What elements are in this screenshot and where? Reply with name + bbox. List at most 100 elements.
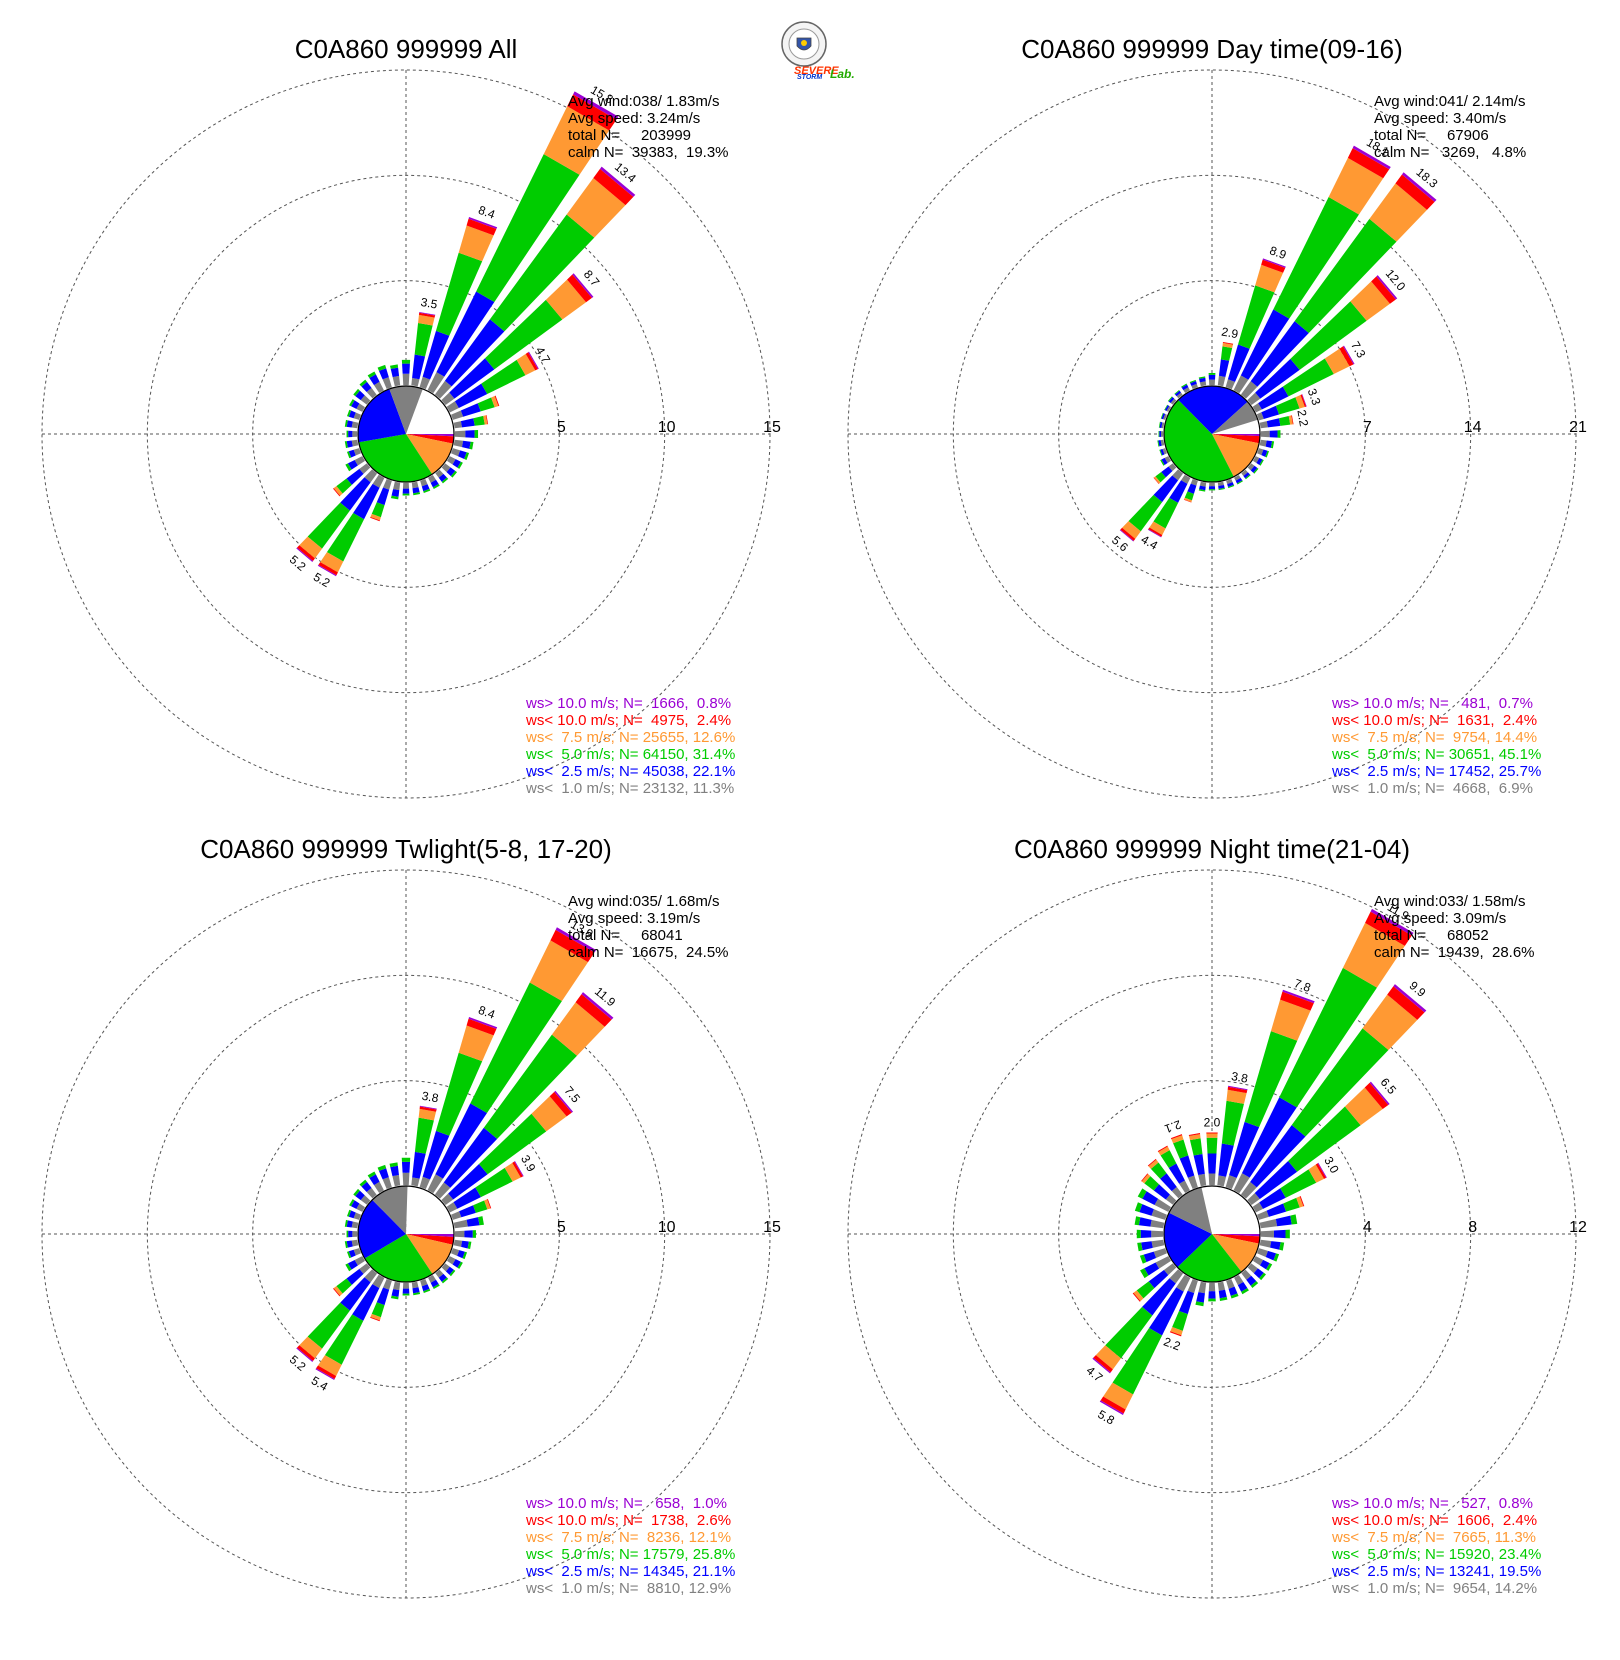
bar-segment-120-lt25 [452, 1259, 461, 1268]
bar-segment-50-lt1 [441, 1193, 454, 1206]
bar-segment-330-lt1 [1183, 387, 1190, 393]
bar-segment-50-lt25 [1255, 358, 1300, 399]
bar-segment-280-lt1 [1150, 1219, 1165, 1229]
bar-segment-0-lt10 [1206, 1132, 1218, 1134]
bar-segment-50-gt10 [1369, 1081, 1390, 1105]
bar-segment-340-lt1 [1187, 1175, 1198, 1189]
bar-segment-10-gt10 [1227, 1085, 1248, 1091]
bar-segment-10-lt25 [412, 354, 426, 380]
bar-segment-30-lt25 [1240, 309, 1290, 380]
bar-segment-0-lt75 [1206, 1133, 1218, 1138]
bar-value-label: 3.3 [1305, 387, 1324, 408]
bar-segment-50-lt75 [545, 279, 587, 320]
bar-segment-350-lt25 [390, 1165, 399, 1177]
bar-segment-20-lt75 [1255, 264, 1284, 293]
bar-segment-190-lt25 [1199, 485, 1206, 491]
bar-segment-210-lt75 [317, 1355, 342, 1376]
bar-segment-70-lt25 [459, 1205, 476, 1218]
bar-segment-230-lt1 [359, 463, 371, 474]
bar-segment-30-lt10 [567, 94, 617, 131]
bar-segment-60-lt25 [453, 1187, 481, 1209]
bar-segment-60-lt5 [1282, 358, 1334, 397]
bar-segment-290-lt5 [346, 1209, 352, 1217]
ring-label: 7 [1363, 419, 1372, 436]
bar-segment-210-gt10 [1147, 529, 1162, 538]
grid-ring [1058, 280, 1366, 588]
stats-line: calm N= 19439, 28.6% [1374, 944, 1535, 961]
bar-segment-190-lt1 [1199, 481, 1207, 487]
bar-segment-340-lt25 [378, 368, 389, 380]
bar-segment-140-lt25 [438, 1273, 447, 1282]
bar-segment-130-lt5 [450, 470, 458, 478]
bar-segment-270-lt5 [346, 1230, 349, 1238]
bar-segment-30-lt5 [470, 982, 562, 1113]
bar-segment-190-lt1 [393, 1281, 401, 1291]
legend-entry: ws< 7.5 m/s; N= 8236, 12.1% [525, 1529, 731, 1546]
bar-segment-190-lt5 [1198, 489, 1206, 492]
bar-segment-220-gt10 [296, 1347, 314, 1362]
bar-segment-200-lt75 [370, 1313, 381, 1321]
bar-segment-140-lt25 [1246, 1275, 1257, 1286]
bar-segment-190-lt5 [1195, 1301, 1204, 1307]
bar-segment-180-lt1 [402, 1282, 410, 1289]
bar-segment-220-lt5 [1128, 494, 1163, 532]
bar-segment-140-lt5 [441, 1277, 449, 1284]
bar-segment-120-lt1 [447, 1256, 456, 1265]
bar-segment-330-lt1 [373, 1181, 384, 1193]
pie-slice-gt10 [1212, 434, 1260, 437]
bar-segment-110-lt25 [458, 450, 467, 459]
bar-segment-60-lt1 [446, 1202, 458, 1213]
bar-segment-230-lt75 [1153, 476, 1161, 484]
bar-segment-30-lt10 [550, 929, 595, 963]
bar-segment-40-lt10 [1387, 986, 1425, 1020]
bar-segment-50-lt5 [1288, 1106, 1361, 1172]
bar-segment-70-lt25 [460, 403, 481, 417]
bar-segment-260-lt25 [346, 1240, 353, 1248]
bar-segment-40-gt10 [599, 166, 636, 197]
bar-segment-30-lt25 [1241, 1097, 1297, 1178]
bar-segment-270-lt5 [346, 430, 349, 438]
bar-segment-20-lt75 [1270, 999, 1311, 1041]
bar-segment-220-lt1 [1172, 469, 1184, 481]
bar-segment-40-lt10 [1395, 174, 1435, 210]
bar-segment-340-lt1 [1191, 383, 1198, 389]
bar-segment-210-lt25 [353, 483, 380, 520]
bar-segment-70-lt1 [1257, 1210, 1269, 1220]
bar-segment-40-lt25 [1250, 321, 1309, 387]
bar-segment-230-lt75 [333, 486, 343, 496]
bar-segment-290-lt25 [1139, 1204, 1154, 1216]
bar-segment-30-gt10 [555, 927, 597, 953]
bar-segment-340-lt25 [378, 1168, 389, 1180]
bar-value-label: 3.8 [1230, 1069, 1249, 1086]
pie-slice-lt25 [1164, 1212, 1212, 1268]
bar-segment-30-lt5 [1279, 967, 1377, 1108]
bar-segment-330-lt25 [1181, 384, 1189, 391]
bar-segment-100-lt25 [461, 1240, 469, 1249]
bar-segment-250-lt25 [1160, 448, 1165, 456]
pie-outline [357, 1185, 455, 1283]
bar-segment-210-lt10 [1148, 527, 1163, 537]
bar-segment-100-lt25 [462, 440, 471, 449]
bar-segment-50-lt10 [549, 1091, 572, 1117]
bar-segment-130-lt1 [441, 463, 451, 473]
bar-segment-350-lt1 [1198, 1173, 1207, 1187]
bar-segment-0-lt1 [402, 373, 410, 386]
bar-segment-130-lt1 [1247, 463, 1255, 471]
bar-segment-140-lt5 [1245, 474, 1251, 480]
pie-slice-calm [406, 1186, 454, 1234]
bar-segment-210-lt25 [1169, 480, 1188, 503]
bar-segment-140-lt1 [435, 1269, 444, 1278]
bar-value-label: 8.4 [476, 1003, 497, 1022]
bar-segment-350-lt5 [389, 1162, 398, 1168]
bar-segment-130-lt25 [1250, 465, 1258, 473]
bar-segment-170-lt1 [411, 481, 419, 489]
bar-segment-220-lt10 [297, 1345, 315, 1362]
bar-segment-150-lt25 [430, 479, 439, 488]
bar-segment-330-lt25 [369, 1174, 380, 1186]
bar-segment-10-lt75 [418, 314, 435, 326]
legend-entry: ws< 1.0 m/s; N= 8810, 12.9% [525, 1580, 731, 1597]
bar-segment-310-lt1 [360, 1195, 371, 1205]
stats-line: Avg wind:033/ 1.58m/s [1374, 893, 1525, 910]
bar-segment-240-lt25 [347, 1259, 358, 1270]
